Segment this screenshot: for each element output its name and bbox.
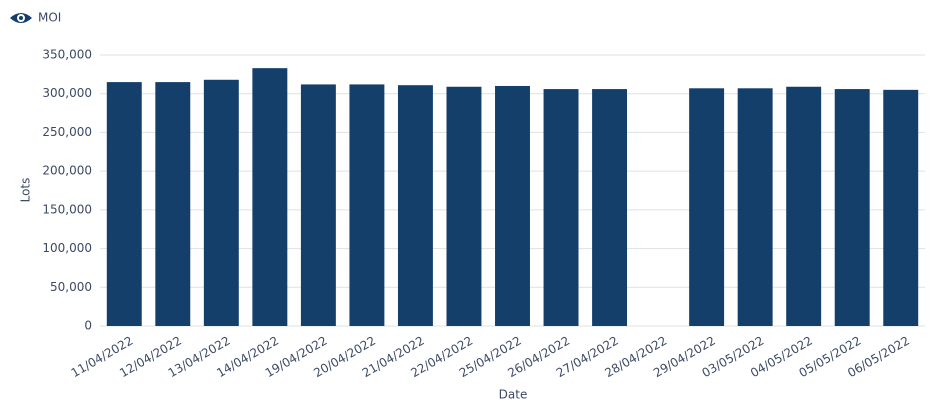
x-axis-label: Date bbox=[499, 388, 528, 402]
y-tick-label: 100,000 bbox=[42, 241, 92, 255]
legend-label: MOI bbox=[38, 11, 61, 25]
y-tick-label: 0 bbox=[84, 319, 92, 333]
y-axis-label: Lots bbox=[19, 178, 33, 203]
bar bbox=[834, 89, 870, 326]
bar bbox=[689, 88, 725, 327]
y-tick-label: 50,000 bbox=[50, 280, 92, 294]
bar bbox=[495, 85, 530, 326]
y-tick-label: 200,000 bbox=[42, 164, 92, 178]
bar bbox=[543, 89, 579, 326]
y-tick-label: 150,000 bbox=[42, 202, 92, 216]
bar bbox=[397, 85, 433, 326]
bar bbox=[883, 89, 919, 326]
legend[interactable]: MOI bbox=[10, 11, 61, 25]
bar bbox=[446, 86, 482, 326]
bar bbox=[155, 82, 191, 326]
y-tick-label: 250,000 bbox=[42, 125, 92, 139]
bar bbox=[252, 68, 288, 327]
bar bbox=[203, 79, 239, 326]
y-tick-label: 300,000 bbox=[42, 86, 92, 100]
bar bbox=[349, 84, 385, 327]
bar bbox=[737, 88, 773, 327]
y-tick-label: 350,000 bbox=[42, 48, 92, 62]
legend-eye-center bbox=[19, 16, 23, 20]
bar bbox=[592, 89, 628, 326]
bar bbox=[300, 84, 336, 327]
bar bbox=[106, 82, 142, 326]
bar bbox=[786, 86, 822, 326]
